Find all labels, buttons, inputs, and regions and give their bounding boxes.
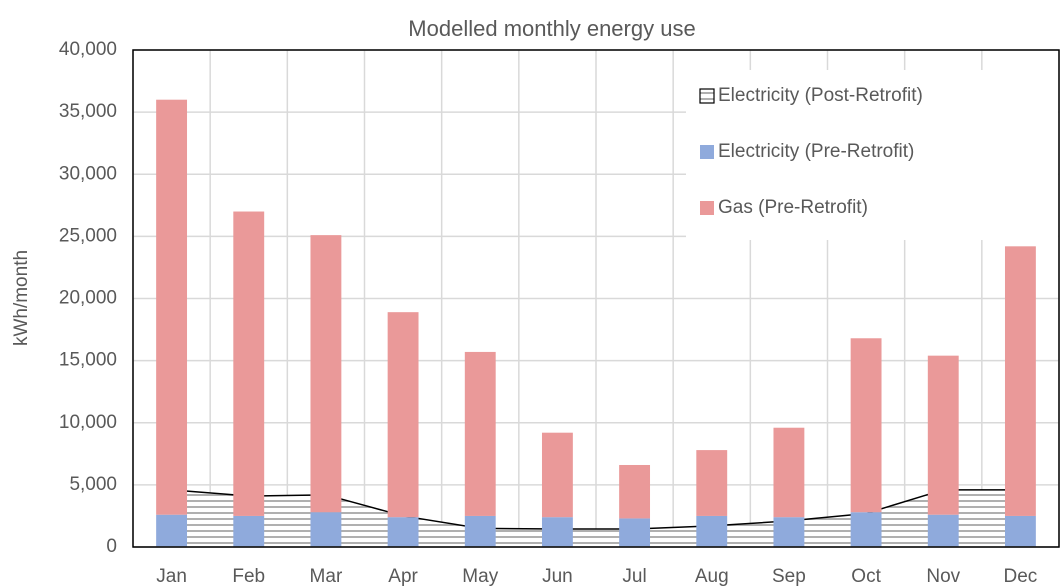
- x-tick-label: Mar: [310, 566, 343, 587]
- plot-border: [132, 49, 1060, 548]
- bar: [927, 514, 959, 547]
- bar: [233, 211, 265, 516]
- bar: [541, 432, 573, 518]
- y-tick-label: 0: [106, 536, 117, 557]
- legend-label: Electricity (Pre-Retrofit): [718, 141, 914, 162]
- bar: [541, 517, 573, 547]
- bar: [464, 351, 496, 516]
- y-tick-label: 5,000: [69, 474, 117, 495]
- x-tick-label: Jul: [622, 566, 646, 587]
- bar: [1004, 515, 1036, 547]
- legend-swatch: [700, 201, 714, 215]
- x-tick-label: Aug: [695, 566, 729, 587]
- bar: [156, 99, 188, 515]
- x-tick-label: May: [462, 566, 498, 587]
- chart-title: Modelled monthly energy use: [408, 16, 695, 41]
- y-tick-label: 20,000: [59, 288, 117, 309]
- x-tick-label: Dec: [1004, 566, 1038, 587]
- bar: [233, 515, 265, 547]
- area: [171, 489, 1021, 547]
- x-tick-label: Feb: [232, 566, 265, 587]
- bar: [696, 515, 728, 547]
- x-tick-label: Sep: [772, 566, 806, 587]
- legend-label: Gas (Pre-Retrofit): [718, 197, 868, 218]
- x-tick-label: Oct: [851, 566, 881, 587]
- bar: [387, 312, 419, 518]
- bar: [1004, 246, 1036, 516]
- y-tick-label: 30,000: [59, 163, 117, 184]
- bar: [156, 514, 188, 547]
- bar: [927, 355, 959, 515]
- y-tick-label: 40,000: [59, 39, 117, 60]
- bar: [310, 235, 342, 513]
- bar: [696, 450, 728, 516]
- x-tick-label: Jan: [156, 566, 187, 587]
- bar: [773, 427, 805, 518]
- y-tick-label: 10,000: [59, 412, 117, 433]
- bar: [619, 518, 651, 547]
- bar: [850, 338, 882, 513]
- y-tick-label: 25,000: [59, 225, 117, 246]
- y-axis-label: kWh/month: [11, 250, 32, 346]
- bar: [464, 515, 496, 547]
- y-tick-label: 35,000: [59, 101, 117, 122]
- bar: [387, 517, 419, 547]
- x-tick-label: Nov: [926, 566, 960, 587]
- bar: [850, 512, 882, 547]
- legend: Electricity (Post-Retrofit) Electricity (…: [686, 70, 1058, 240]
- legend-background: [686, 70, 1058, 240]
- bar: [619, 464, 651, 519]
- legend-label: Electricity (Post-Retrofit): [718, 85, 923, 106]
- bar: [773, 517, 805, 547]
- legend-swatch: [700, 145, 714, 159]
- bar: [310, 512, 342, 547]
- x-tick-label: Jun: [542, 566, 573, 587]
- legend-swatch: [699, 88, 715, 104]
- y-tick-label: 15,000: [59, 350, 117, 371]
- x-tick-label: Apr: [388, 566, 418, 587]
